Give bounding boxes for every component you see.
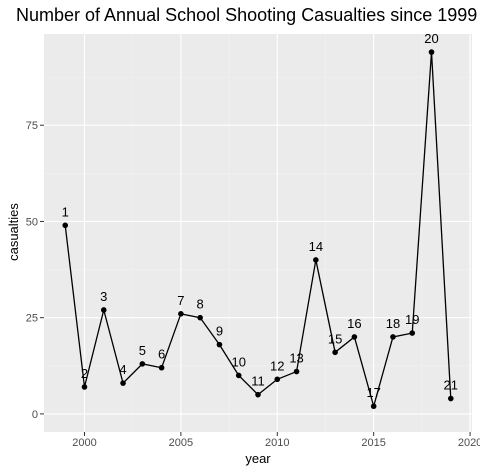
point-label: 3 xyxy=(100,289,107,304)
point-label: 14 xyxy=(309,239,323,254)
x-tick-label: 2010 xyxy=(265,437,289,449)
point-label: 17 xyxy=(366,385,380,400)
data-point xyxy=(428,49,435,55)
point-label: 15 xyxy=(328,331,342,346)
minor-gridlines xyxy=(44,34,472,432)
point-label: 21 xyxy=(444,378,458,393)
x-axis-title: year xyxy=(245,451,271,466)
data-point xyxy=(293,368,300,375)
axis-ticks xyxy=(40,124,471,436)
point-label: 1 xyxy=(62,204,69,219)
y-axis-title: casualties xyxy=(6,203,21,261)
point-label: 18 xyxy=(386,316,400,331)
data-point xyxy=(332,349,338,356)
y-tick-label: 0 xyxy=(32,409,38,421)
data-point xyxy=(370,403,377,410)
data-point xyxy=(178,311,184,317)
data-point xyxy=(409,330,416,336)
data-point xyxy=(158,364,165,371)
panel-background xyxy=(44,34,472,432)
point-label: 7 xyxy=(177,293,184,308)
x-tick-label: 2020 xyxy=(458,437,480,449)
data-point xyxy=(235,372,242,379)
point-label: 11 xyxy=(251,374,265,389)
series xyxy=(62,49,454,410)
x-tick-label: 2005 xyxy=(169,437,193,449)
point-label: 2 xyxy=(81,366,88,381)
data-point xyxy=(197,314,203,321)
data-point xyxy=(447,395,454,402)
y-tick-label: 75 xyxy=(26,120,38,132)
point-label: 9 xyxy=(216,324,223,339)
data-point xyxy=(390,334,396,340)
data-point xyxy=(100,307,107,313)
data-point xyxy=(313,257,319,263)
y-tick-label: 50 xyxy=(26,216,38,228)
data-point xyxy=(274,376,281,383)
y-tick-labels: 0 25 50 75 xyxy=(26,120,38,421)
y-tick-label: 25 xyxy=(26,313,38,325)
chart-title: Number of Annual School Shooting Casualt… xyxy=(16,5,477,25)
point-label: 13 xyxy=(289,351,303,366)
point-label: 8 xyxy=(197,297,204,312)
data-point xyxy=(139,361,146,367)
data-point xyxy=(255,391,261,398)
point-label: 4 xyxy=(119,362,126,377)
data-point xyxy=(81,384,88,390)
point-label: 19 xyxy=(405,312,419,327)
data-point xyxy=(216,341,223,348)
x-tick-labels: 2000 2005 2010 2015 2020 xyxy=(72,437,480,449)
point-label: 16 xyxy=(347,316,361,331)
x-tick-label: 2000 xyxy=(72,437,96,449)
point-label: 5 xyxy=(139,343,146,358)
x-tick-label: 2015 xyxy=(361,437,385,449)
point-label: 20 xyxy=(424,31,438,46)
point-label: 10 xyxy=(231,354,245,369)
point-label: 6 xyxy=(158,347,165,362)
data-point xyxy=(351,334,358,340)
point-label: 12 xyxy=(270,358,284,373)
data-point xyxy=(120,380,126,386)
data-point xyxy=(62,222,69,229)
major-gridlines xyxy=(44,34,472,432)
